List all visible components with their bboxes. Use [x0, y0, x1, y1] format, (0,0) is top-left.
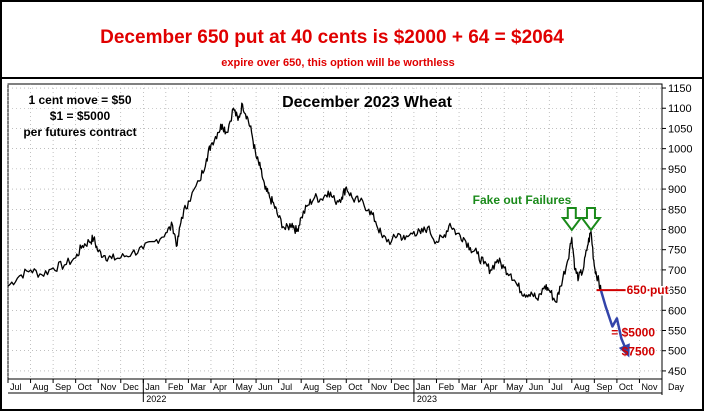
projection-arrowhead	[618, 343, 630, 358]
x-tick-label: May	[506, 382, 524, 392]
x-tick-label: Oct	[348, 382, 363, 392]
chart-title: December 2023 Wheat	[282, 94, 453, 111]
x-tick-label: Feb	[438, 382, 454, 392]
x-tick-label: Apr	[213, 382, 227, 392]
x-tick-label: Nov	[100, 382, 117, 392]
y-tick-label: 1150	[668, 83, 692, 95]
x-tick-label: Jun	[529, 382, 544, 392]
y-tick-label: 650	[668, 285, 686, 297]
y-axis-ticks: 450 500 550 600 650 700 750 800 850 900 950 1000 105…	[662, 83, 692, 378]
x-tick-label: May	[236, 382, 254, 392]
fake-out-arrow	[560, 207, 583, 232]
x-tick-label: Feb	[168, 382, 184, 392]
y-tick-label: 600	[668, 305, 686, 317]
x-tick-label: Aug	[33, 382, 49, 392]
price-series-line	[7, 102, 602, 303]
x-axis-ticks: Jul Aug Sep Oct Nov Dec Jan Feb Mar Apr May Jun Jul A…	[7, 378, 685, 404]
x-tick-label: Mar	[461, 382, 477, 392]
fake-out-label: Fake out Failures	[473, 193, 572, 207]
note-cent-move: 1 cent move = $50	[28, 93, 131, 107]
x-tick-label: Nov	[371, 382, 388, 392]
note-per-contract: per futures contract	[23, 125, 136, 139]
x-tick-label: Sep	[596, 382, 612, 392]
x-tick-label: Jul	[10, 382, 22, 392]
note-dollar-move: $1 = $5000	[50, 109, 111, 123]
x-tick-label: Jan	[416, 382, 431, 392]
projection-path	[599, 290, 630, 356]
y-tick-label: 1100	[668, 103, 692, 115]
y-tick-label: 500	[668, 346, 686, 358]
y-tick-label: 1000	[668, 144, 692, 156]
x-tick-label: Aug	[574, 382, 590, 392]
put-label: 650 put	[627, 283, 669, 297]
y-tick-label: 750	[668, 245, 686, 257]
x-tick-label: Jul	[281, 382, 293, 392]
x-tick-label: Sep	[326, 382, 342, 392]
value-5000-label: = $5000	[611, 326, 655, 340]
subheadline: expire over 650, this option will be wor…	[221, 57, 455, 69]
x-tick-label: Dec	[393, 382, 410, 392]
x-tick-label: Oct	[619, 382, 634, 392]
x-tick-label: Jan	[145, 382, 160, 392]
value-7500-label: $7500	[622, 345, 656, 359]
fake-out-arrows	[560, 207, 602, 232]
x-tick-label: Apr	[484, 382, 498, 392]
y-tick-label: 700	[668, 265, 686, 277]
y-tick-label: 550	[668, 326, 686, 338]
y-tick-label: 1050	[668, 123, 692, 135]
x-tick-label: Dec	[123, 382, 140, 392]
x-tick-label: Jun	[258, 382, 273, 392]
x-tick-label: Jul	[551, 382, 563, 392]
grid	[7, 84, 662, 379]
x-tick-label: Sep	[55, 382, 71, 392]
y-tick-label: 800	[668, 224, 686, 236]
fake-out-arrow	[579, 207, 602, 232]
x-tick-label: Nov	[641, 382, 658, 392]
y-tick-label: 850	[668, 204, 686, 216]
x-tick-label: Aug	[303, 382, 319, 392]
y-tick-label: 900	[668, 184, 686, 196]
x-axis-unit-label: Day	[668, 382, 685, 392]
x-tick-label: Mar	[190, 382, 206, 392]
x-tick-label: Oct	[78, 382, 93, 392]
x-year-label: 2023	[417, 394, 437, 404]
x-year-label: 2022	[146, 394, 166, 404]
headline: December 650 put at 40 cents is $2000 + …	[100, 27, 564, 48]
y-tick-label: 950	[668, 164, 686, 176]
y-tick-label: 450	[668, 366, 686, 378]
